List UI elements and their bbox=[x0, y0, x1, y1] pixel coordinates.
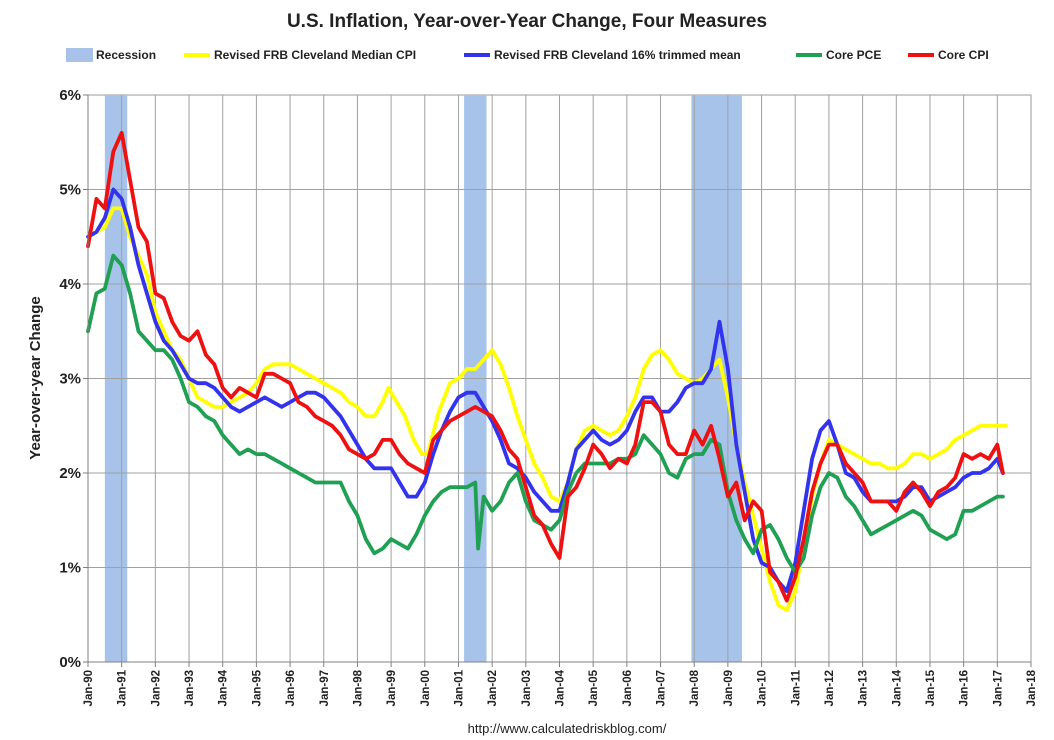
x-tick-label: Jan-90 bbox=[83, 670, 95, 706]
x-tick-label: Jan-14 bbox=[891, 669, 903, 706]
x-tick-label: Jan-11 bbox=[790, 669, 802, 705]
x-tick-label: Jan-05 bbox=[588, 669, 600, 706]
x-tick-label: Jan-97 bbox=[319, 670, 331, 706]
x-tick-label: Jan-13 bbox=[858, 670, 870, 706]
x-tick-label: Jan-17 bbox=[992, 670, 1004, 706]
y-tick-label: 2% bbox=[59, 465, 81, 482]
x-tick-label: Jan-98 bbox=[352, 669, 364, 706]
x-tick-label: Jan-16 bbox=[959, 670, 971, 706]
y-tick-label: 6% bbox=[59, 87, 81, 104]
series-line-3 bbox=[86, 130, 1005, 603]
x-tick-label: Jan-92 bbox=[150, 670, 162, 706]
x-tick-label: Jan-99 bbox=[386, 670, 398, 706]
legend-label-0: Recession bbox=[96, 48, 156, 62]
y-axis-label: Year-over-year Change bbox=[27, 296, 44, 459]
x-tick-label: Jan-04 bbox=[555, 669, 567, 706]
x-tick-label: Jan-02 bbox=[487, 670, 499, 706]
series-line-1 bbox=[86, 187, 1005, 593]
y-tick-label: 3% bbox=[59, 371, 81, 388]
x-tick-label: Jan-07 bbox=[656, 670, 668, 706]
x-tick-label: Jan-15 bbox=[925, 669, 937, 706]
x-tick-label: Jan-09 bbox=[723, 670, 735, 706]
x-tick-label: Jan-03 bbox=[521, 670, 533, 706]
y-tick-label: 1% bbox=[59, 560, 81, 577]
legend-label-1: Revised FRB Cleveland Median CPI bbox=[214, 48, 416, 62]
x-tick-label: Jan-00 bbox=[420, 670, 432, 706]
x-tick-label: Jan-96 bbox=[285, 670, 297, 706]
y-tick-label: 0% bbox=[59, 654, 81, 671]
chart-title: U.S. Inflation, Year-over-Year Change, F… bbox=[287, 11, 767, 32]
x-tick-label: Jan-93 bbox=[184, 670, 196, 706]
x-tick-label: Jan-18 bbox=[1026, 669, 1038, 706]
source-url: http://www.calculatedriskblog.com/ bbox=[468, 721, 667, 736]
legend-swatch-0 bbox=[66, 48, 93, 62]
y-tick-label: 5% bbox=[59, 182, 81, 199]
x-tick-label: Jan-06 bbox=[622, 670, 634, 706]
legend-label-2: Revised FRB Cleveland 16% trimmed mean bbox=[494, 48, 741, 62]
legend-label-3: Core PCE bbox=[826, 48, 881, 62]
x-tick-label: Jan-94 bbox=[218, 669, 230, 706]
x-tick-label: Jan-91 bbox=[117, 669, 129, 706]
x-tick-label: Jan-95 bbox=[251, 669, 263, 706]
x-tick-label: Jan-08 bbox=[689, 669, 701, 706]
x-tick-label: Jan-10 bbox=[757, 670, 769, 706]
x-tick-label: Jan-12 bbox=[824, 670, 836, 706]
chart-legend: Recession Revised FRB Cleveland Median CP… bbox=[66, 48, 989, 62]
axes: 0% 1% 2% 3% 4% 5% 6% Jan-90 Jan-91 Jan-92 Jan-93 Ja… bbox=[59, 87, 1038, 706]
grid-lines bbox=[88, 95, 1031, 662]
x-tick-label: Jan-01 bbox=[454, 669, 466, 706]
series-lines bbox=[86, 130, 1008, 612]
y-tick-label: 4% bbox=[59, 276, 81, 293]
legend-label-4: Core CPI bbox=[938, 48, 989, 62]
